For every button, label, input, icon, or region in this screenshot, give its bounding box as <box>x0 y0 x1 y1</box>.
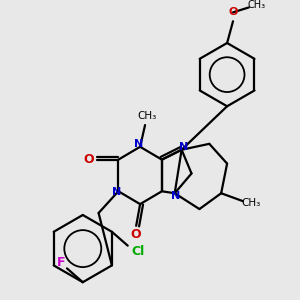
Text: N: N <box>171 191 180 201</box>
Text: N: N <box>179 142 188 152</box>
Text: Cl: Cl <box>131 245 144 258</box>
Text: O: O <box>228 8 238 17</box>
Text: N: N <box>134 139 143 149</box>
Text: CH₃: CH₃ <box>241 198 260 208</box>
Text: CH₃: CH₃ <box>248 0 266 11</box>
Text: CH₃: CH₃ <box>137 111 157 121</box>
Text: O: O <box>131 228 142 241</box>
Text: N: N <box>112 187 121 197</box>
Text: O: O <box>83 153 94 166</box>
Text: F: F <box>57 256 65 269</box>
